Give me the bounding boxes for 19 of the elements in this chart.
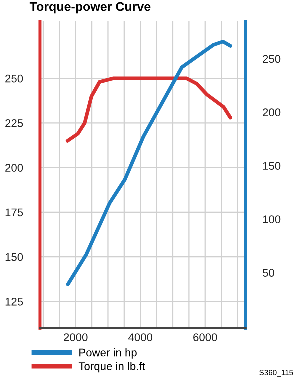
y2-tick-label: 100 — [263, 216, 281, 224]
y-tick-label: 150 — [6, 253, 24, 262]
y2-tick-label: 50 — [262, 269, 274, 277]
y-tick-label: 225 — [6, 119, 24, 128]
y-tick-label: 175 — [6, 208, 24, 217]
y2-tick-label: 200 — [263, 108, 281, 117]
y2-tick-label: 250 — [263, 55, 281, 64]
y-tick-label: 200 — [6, 164, 24, 172]
legend-label: Torque in lb.ft — [78, 362, 146, 373]
chart-title: Torque-power Curve — [30, 2, 151, 14]
line-series — [66, 40, 232, 286]
legend-label: Power in hp — [80, 348, 137, 359]
y-tick-label: 250 — [6, 74, 24, 83]
y2-tick-label: 150 — [263, 162, 281, 170]
x-tick-label: 2000 — [64, 334, 88, 342]
x-tick-label: 6000 — [194, 334, 218, 342]
y-tick-label: 125 — [6, 298, 24, 306]
line-series — [66, 76, 232, 143]
x-tick-label: 4000 — [128, 334, 153, 342]
